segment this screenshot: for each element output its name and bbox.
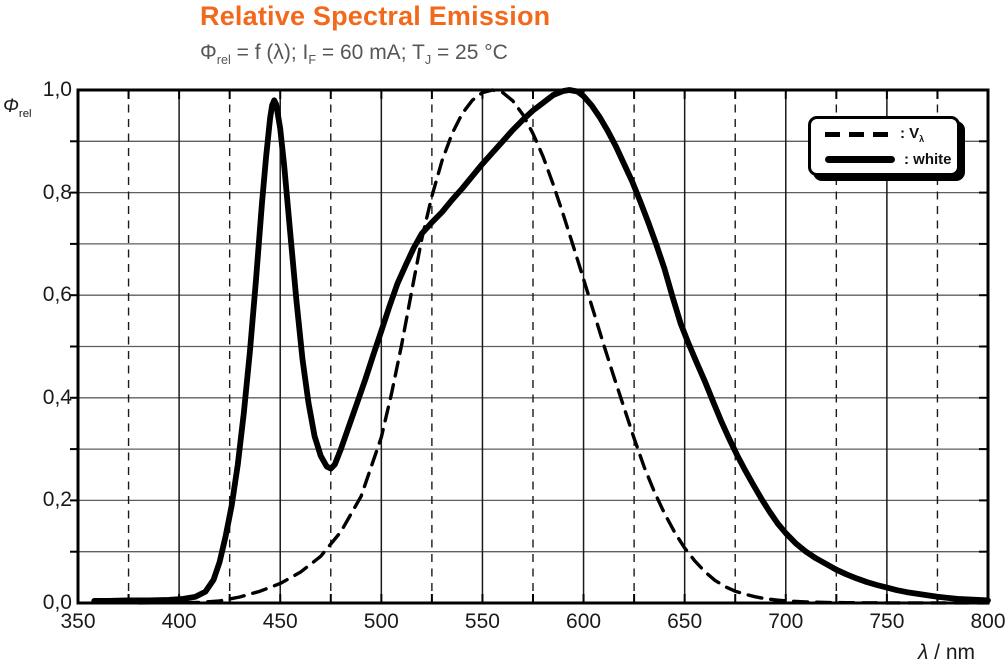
- x-tick-label: 650: [667, 610, 703, 633]
- x-tick-label: 500: [363, 610, 399, 633]
- dashed-line-sample: [825, 132, 891, 137]
- y-tick-label: 1,0: [42, 78, 72, 101]
- y-tick-label: 0,8: [42, 180, 72, 204]
- solid-line-sample: [825, 155, 895, 163]
- y-axis-title: Φrel: [3, 96, 32, 120]
- x-tick-label: 350: [60, 610, 96, 633]
- x-tick-label: 550: [464, 610, 500, 633]
- curve-white: [91, 87, 991, 604]
- chart-title: Relative Spectral Emission: [200, 1, 551, 31]
- legend-item-v-lambda: : Vλ: [825, 125, 957, 144]
- x-axis-title: λ / nm: [917, 641, 975, 664]
- legend-label-v-lambda: : Vλ: [900, 124, 925, 144]
- y-tick-label: 0,0: [42, 591, 72, 614]
- x-tick-label: 450: [262, 610, 298, 633]
- legend: : Vλ : white: [808, 116, 960, 176]
- x-tick-label: 600: [566, 610, 602, 633]
- y-tick-label: 0,2: [42, 488, 72, 512]
- y-tick-label: 0,6: [42, 283, 72, 307]
- curve-v-lambda: [137, 88, 990, 605]
- legend-label-white: : white: [904, 150, 952, 168]
- legend-item-white: : white: [825, 151, 957, 168]
- x-tick-label: 400: [161, 610, 197, 633]
- x-tick-label: 700: [768, 610, 804, 633]
- y-tick-label: 0,4: [42, 385, 72, 409]
- plot-frame: [76, 88, 990, 605]
- x-tick-label: 800: [970, 610, 1006, 633]
- chart-subtitle: Φrel = f (λ); IF = 60 mA; TJ = 25 °C: [200, 41, 508, 68]
- x-tick-label: 750: [869, 610, 905, 633]
